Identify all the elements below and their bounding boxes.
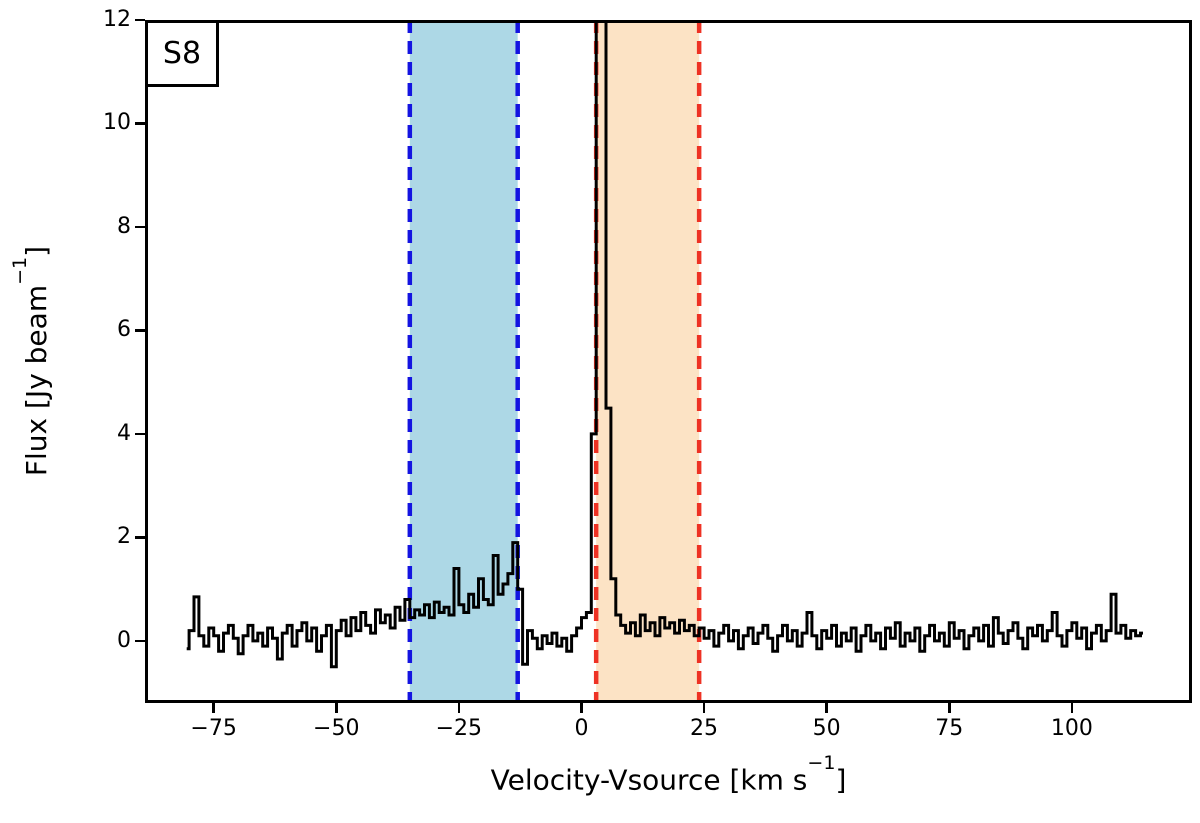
x-tick-label: −50	[313, 716, 360, 741]
red-velocity-window-fill	[596, 20, 700, 703]
y-tick-mark	[135, 432, 145, 436]
x-axis-label-superscript: −1	[807, 752, 836, 775]
x-tick-label: −75	[190, 716, 237, 741]
y-tick-mark	[135, 225, 145, 229]
x-tick-mark	[948, 703, 951, 713]
y-tick-mark	[135, 639, 145, 643]
y-tick-mark	[135, 329, 145, 332]
blue-velocity-window-fill	[409, 20, 518, 703]
y-tick-mark	[135, 536, 145, 539]
x-axis-label-text: Velocity-Vsource [km s	[490, 763, 808, 797]
x-tick-label: 50	[812, 716, 841, 741]
x-tick-mark	[702, 703, 706, 713]
x-tick-label: 25	[690, 716, 719, 741]
y-axis-label-close: ]	[20, 245, 54, 257]
x-tick-label: −25	[435, 716, 483, 741]
y-tick-label: 10	[103, 110, 131, 136]
y-axis-label-superscript: −1	[9, 256, 32, 285]
x-axis-label-close: ]	[835, 763, 847, 797]
spectrum-chart	[145, 20, 1192, 703]
x-tick-mark	[457, 703, 461, 713]
spectrum-line	[186, 20, 1143, 669]
y-axis-label-text: Flux [Jy beam	[20, 284, 54, 477]
panel-label-box: S8	[145, 20, 219, 87]
y-tick-label: 6	[117, 317, 131, 343]
y-tick-label: 2	[117, 524, 131, 550]
y-tick-label: 4	[117, 420, 131, 446]
y-axis-label: Flux [Jy beam−1]	[9, 245, 54, 477]
x-tick-mark	[335, 703, 338, 713]
x-tick-label: 100	[1050, 716, 1093, 741]
y-tick-mark	[135, 18, 145, 22]
x-tick-label: 0	[574, 716, 589, 741]
panel-label: S8	[162, 36, 202, 71]
x-axis-label: Velocity-Vsource [km s−1]	[145, 752, 1192, 797]
x-tick-label: 75	[935, 716, 964, 741]
axes-spines	[145, 20, 1192, 703]
y-tick-mark	[135, 122, 145, 125]
x-tick-mark	[825, 703, 828, 713]
x-tick-mark	[212, 703, 215, 713]
y-tick-label: 8	[117, 213, 131, 239]
y-tick-label: 12	[103, 7, 131, 32]
y-tick-label: 0	[117, 627, 131, 653]
x-tick-mark	[580, 703, 583, 713]
x-tick-mark	[1070, 703, 1074, 713]
